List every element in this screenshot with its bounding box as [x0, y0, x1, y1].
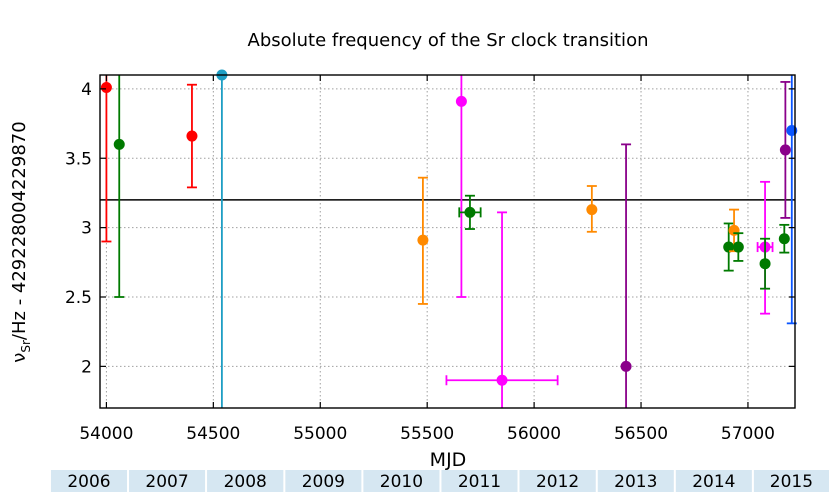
year-label: 2010 — [380, 472, 423, 492]
x-tick-label: 57000 — [721, 424, 775, 444]
marker — [723, 241, 735, 253]
y-tick-label: 3 — [81, 219, 92, 239]
chart-title: Absolute frequency of the Sr clock trans… — [248, 30, 649, 51]
y-axis-label: νSr/Hz - 429228004229870 — [9, 121, 33, 362]
y-axis-label-unit: /Hz - 429228004229870 — [9, 121, 30, 340]
data-point — [779, 81, 791, 219]
y-tick-label: 2 — [81, 357, 92, 377]
year-cell — [363, 470, 440, 492]
data-point — [458, 194, 482, 230]
x-tick-label: 54500 — [186, 424, 240, 444]
data-point — [445, 211, 559, 408]
y-tick-label: 3.5 — [65, 149, 92, 169]
data-point — [417, 176, 429, 305]
year-label: 2015 — [770, 472, 813, 492]
x-axis-label: MJD — [430, 449, 467, 471]
year-cell — [519, 470, 596, 492]
year-label: 2009 — [302, 472, 345, 492]
year-label: 2011 — [458, 472, 501, 492]
data-point — [216, 69, 228, 408]
marker — [455, 95, 467, 107]
year-cell — [753, 470, 829, 492]
marker — [417, 234, 429, 246]
year-label: 2006 — [67, 472, 110, 492]
year-label: 2008 — [224, 472, 267, 492]
data-point — [113, 75, 125, 298]
year-cell — [285, 470, 362, 492]
plot-frame — [99, 74, 796, 409]
marker — [186, 130, 198, 142]
data-point — [455, 75, 467, 298]
data-point — [186, 83, 198, 189]
year-label: 2014 — [692, 472, 735, 492]
marker — [113, 138, 125, 150]
year-label: 2012 — [536, 472, 579, 492]
year-label: 2013 — [614, 472, 657, 492]
x-tick-label: 56500 — [614, 424, 668, 444]
data-point — [100, 75, 112, 243]
x-tick-label: 55000 — [293, 424, 347, 444]
marker — [496, 374, 508, 386]
year-cell — [597, 470, 674, 492]
x-tick-label: 56000 — [507, 424, 561, 444]
y-axis-label-symbol: ν — [9, 353, 30, 363]
y-axis-label-subscript: Sr — [19, 340, 33, 353]
year-bar: 2006 2007 2008 2009 2010 2011 2012 2013 2014 2015 — [50, 470, 829, 492]
data-point — [778, 223, 790, 254]
x-tick-label: 55500 — [400, 424, 454, 444]
y-tick-label: 4 — [81, 80, 92, 100]
marker — [100, 81, 112, 93]
data-point — [759, 237, 771, 290]
data-point — [620, 143, 632, 408]
grid — [100, 75, 795, 408]
year-cell — [129, 470, 206, 492]
year-cell — [207, 470, 284, 492]
data-point — [732, 232, 744, 262]
year-cell — [441, 470, 518, 492]
y-tick-label: 2.5 — [65, 288, 92, 308]
year-label: 2007 — [145, 472, 188, 492]
x-tick-label: 54000 — [79, 424, 133, 444]
axis-ticks: 54000 54500 55000 55500 56000 56500 57000 2 2.5 3… — [65, 75, 795, 444]
data-point — [586, 185, 598, 233]
marker — [464, 206, 476, 218]
marker — [586, 204, 598, 216]
year-cell — [675, 470, 752, 492]
marker — [778, 233, 790, 245]
year-cell — [50, 470, 128, 492]
marker — [759, 258, 771, 270]
data-points — [100, 69, 798, 408]
marker — [620, 360, 632, 372]
marker — [779, 144, 791, 156]
marker — [732, 241, 744, 253]
